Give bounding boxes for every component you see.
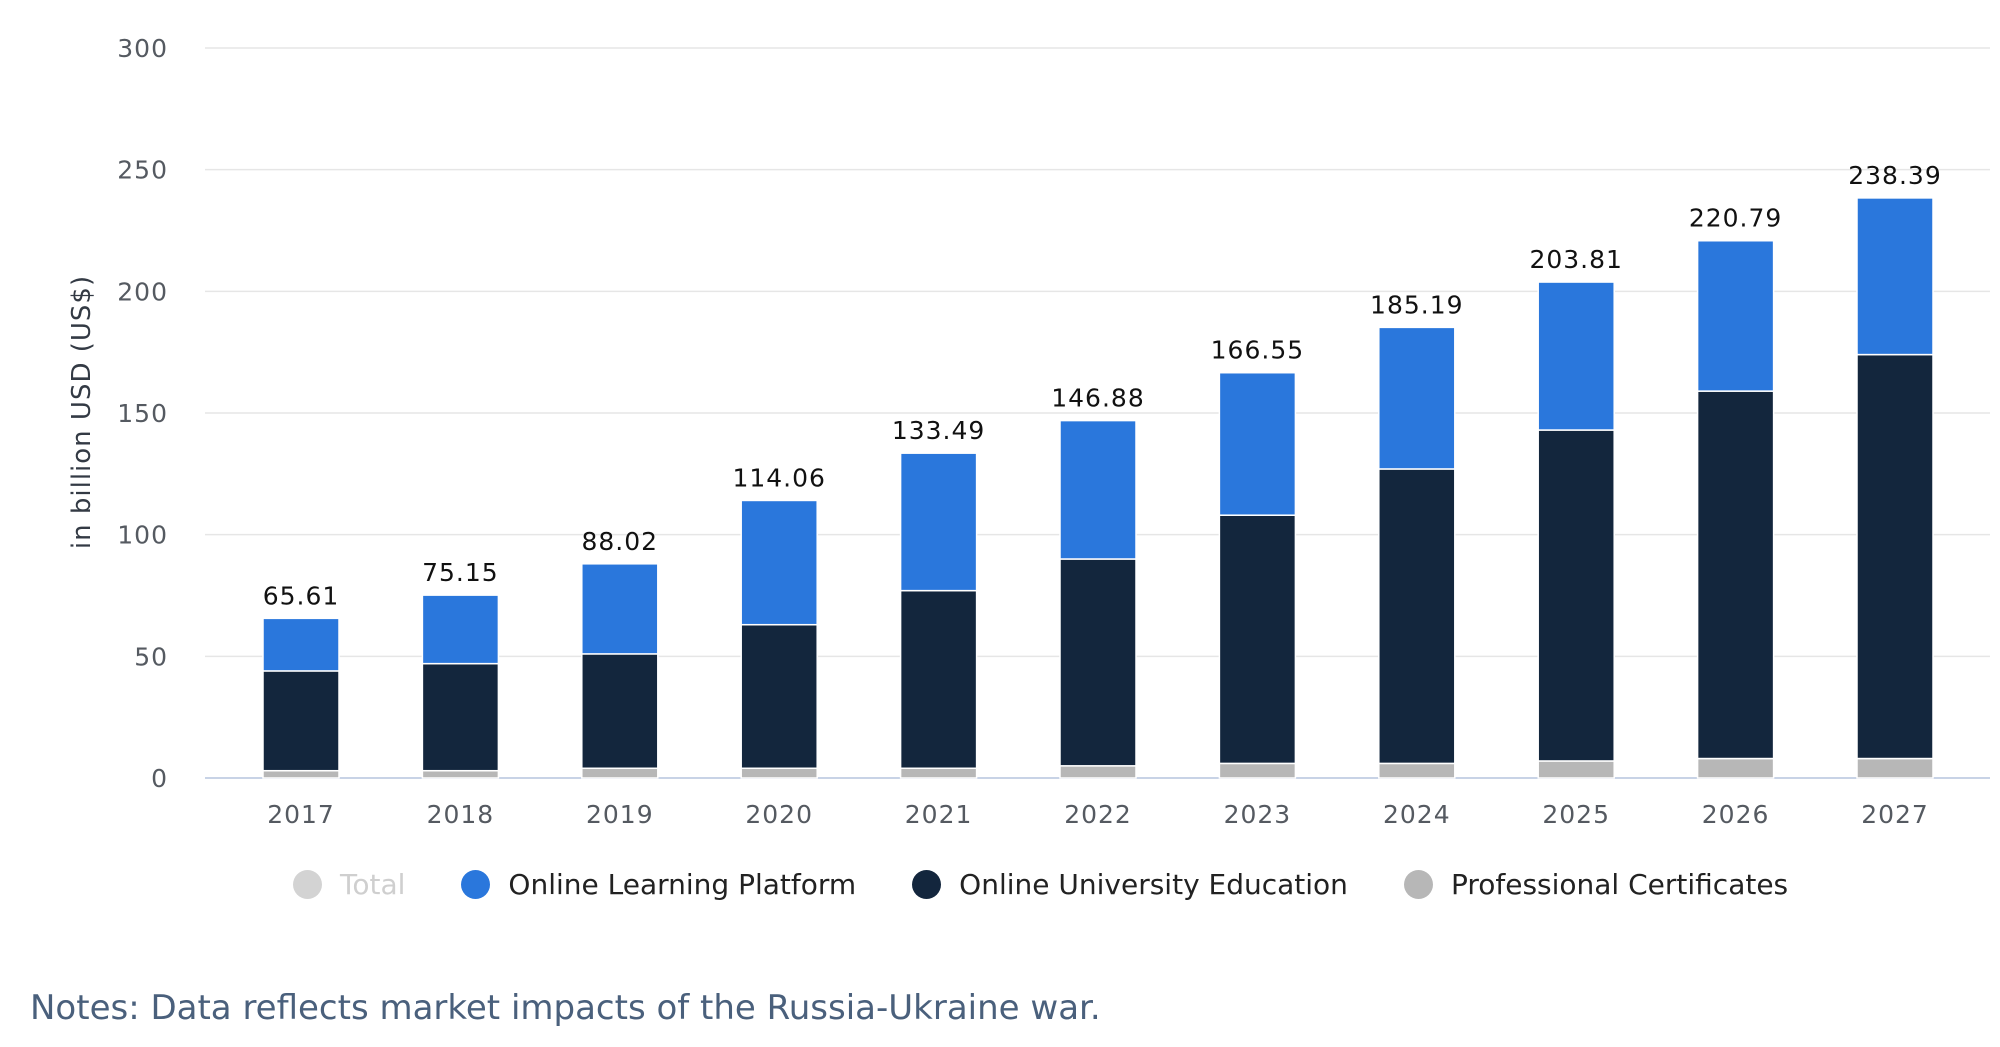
y-tick-label: 0	[151, 764, 168, 793]
bar-segment-professional-certificates[interactable]	[740, 767, 818, 779]
chart-notes: Notes: Data reflects market impacts of t…	[30, 988, 1101, 1028]
bar-segment-online-university-education[interactable]	[581, 653, 659, 770]
bar-segment-online-learning-platform[interactable]	[1059, 419, 1137, 560]
data-label: 238.39	[1848, 161, 1941, 190]
bar-segment-professional-certificates[interactable]	[1378, 762, 1456, 779]
gridlines	[205, 47, 1990, 779]
bar-segment-online-learning-platform[interactable]	[421, 594, 500, 665]
legend-marker-professional-certificates	[1403, 870, 1433, 899]
bar-segment-professional-certificates[interactable]	[1218, 762, 1297, 779]
bar-segment-online-university-education[interactable]	[740, 623, 818, 770]
y-tick-label: 150	[117, 399, 168, 428]
bar-segment-online-learning-platform[interactable]	[1696, 239, 1775, 392]
bar-segment-online-university-education[interactable]	[262, 670, 340, 772]
bar-segment-professional-certificates[interactable]	[1059, 765, 1137, 779]
bar-segment-online-learning-platform[interactable]	[581, 563, 659, 655]
bar-segment-professional-certificates[interactable]	[262, 769, 340, 779]
x-tick-label: 2027	[1861, 800, 1929, 829]
bar-segment-professional-certificates[interactable]	[1856, 757, 1934, 779]
y-tick-label: 250	[117, 156, 168, 185]
bar-segment-online-university-education[interactable]	[1696, 390, 1775, 760]
bar-segment-professional-certificates[interactable]	[581, 767, 659, 779]
legend-label-online-learning-platform: Online Learning Platform	[508, 868, 857, 901]
data-label: 65.61	[263, 581, 340, 610]
bar-segment-online-learning-platform[interactable]	[899, 452, 978, 592]
bar-segment-online-university-education[interactable]	[421, 662, 500, 772]
x-axis-ticks: 2017 2018 2019 2020 2021 2022 2023 2024 2025 2026…	[267, 800, 1929, 829]
x-tick-label: 2023	[1224, 800, 1292, 829]
legend-label-total: Total	[340, 868, 406, 901]
data-label: 166.55	[1211, 336, 1304, 365]
bar-segment-online-university-education[interactable]	[1218, 514, 1297, 765]
x-tick-label: 2024	[1383, 800, 1451, 829]
legend-marker-online-university-education	[912, 870, 942, 899]
bar-segment-professional-certificates[interactable]	[421, 769, 500, 779]
total-data-labels: 65.61 75.15 88.02 114.06 133.49 146.88 166.55 1…	[263, 161, 1941, 610]
y-axis-label: in billion USD (US$)	[67, 275, 97, 549]
legend-item-total[interactable]: Total	[293, 868, 405, 901]
x-tick-label: 2020	[745, 800, 813, 829]
bar-segment-online-learning-platform[interactable]	[1218, 371, 1297, 516]
bar-segment-professional-certificates[interactable]	[1537, 760, 1615, 779]
legend-item-online-learning-platform[interactable]: Online Learning Platform	[461, 868, 856, 901]
legend-item-online-university-education[interactable]: Online University Education	[912, 868, 1348, 901]
data-label: 114.06	[732, 463, 825, 492]
bar-segment-online-university-education[interactable]	[1537, 429, 1615, 762]
data-label: 88.02	[582, 527, 659, 556]
legend-marker-online-learning-platform	[461, 870, 491, 899]
legend-marker-total	[293, 870, 322, 899]
legend-item-professional-certificates[interactable]: Professional Certificates	[1403, 868, 1789, 901]
bars	[262, 197, 1934, 779]
bar-segment-online-learning-platform[interactable]	[1537, 281, 1615, 431]
bar-segment-online-learning-platform[interactable]	[1378, 326, 1456, 470]
data-label: 185.19	[1370, 290, 1463, 319]
bar-segment-professional-certificates[interactable]	[1696, 757, 1775, 779]
legend-label-professional-certificates: Professional Certificates	[1450, 868, 1789, 901]
x-tick-label: 2021	[905, 800, 973, 829]
x-tick-label: 2018	[427, 800, 495, 829]
bar-segment-online-university-education[interactable]	[899, 589, 978, 770]
x-tick-label: 2025	[1542, 800, 1610, 829]
data-label: 75.15	[422, 558, 499, 587]
bar-segment-online-university-education[interactable]	[1059, 558, 1137, 767]
y-tick-label: 50	[134, 642, 168, 671]
x-tick-label: 2026	[1702, 800, 1770, 829]
y-tick-label: 200	[117, 277, 168, 306]
bar-segment-online-university-education[interactable]	[1856, 353, 1934, 760]
bar-segment-online-learning-platform[interactable]	[262, 617, 340, 672]
legend: Total Online Learning Platform Online Un…	[293, 868, 1844, 901]
y-tick-label: 300	[117, 34, 168, 63]
data-label: 220.79	[1689, 204, 1782, 233]
bar-segment-professional-certificates[interactable]	[899, 767, 978, 779]
y-tick-label: 100	[117, 521, 168, 550]
y-axis-ticks: 0 50 100 150 200 250 300	[117, 34, 168, 793]
legend-label-online-university-education: Online University Education	[959, 868, 1348, 901]
bar-segment-online-learning-platform[interactable]	[740, 499, 818, 626]
data-label: 146.88	[1051, 384, 1144, 413]
data-label: 203.81	[1529, 245, 1622, 274]
bar-segment-online-university-education[interactable]	[1378, 468, 1456, 765]
x-tick-label: 2019	[586, 800, 654, 829]
bar-segment-online-learning-platform[interactable]	[1856, 197, 1934, 356]
data-label: 133.49	[892, 416, 985, 445]
x-tick-label: 2022	[1064, 800, 1132, 829]
x-tick-label: 2017	[267, 800, 335, 829]
